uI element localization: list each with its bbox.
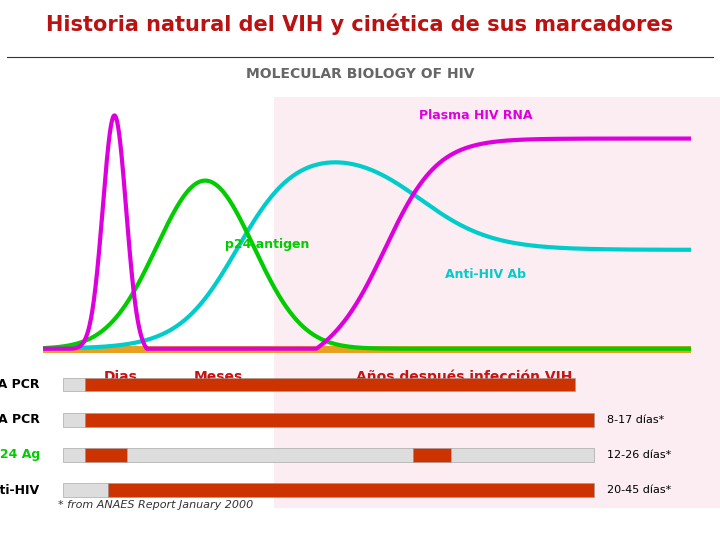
Bar xyxy=(63,378,85,392)
Text: Dias: Dias xyxy=(104,370,138,384)
Text: p24 antigen: p24 antigen xyxy=(225,238,309,252)
Text: DNA PCR: DNA PCR xyxy=(0,378,40,392)
Text: 12-26 días*: 12-26 días* xyxy=(607,450,671,460)
Bar xyxy=(127,448,413,462)
Bar xyxy=(108,483,594,497)
Text: Historia natural del VIH y cinética de sus marcadores: Historia natural del VIH y cinética de s… xyxy=(46,14,674,35)
Bar xyxy=(85,448,127,462)
Text: MOLECULAR BIOLOGY OF HIV: MOLECULAR BIOLOGY OF HIV xyxy=(246,68,474,82)
Text: 20-45 días*: 20-45 días* xyxy=(607,485,671,495)
FancyBboxPatch shape xyxy=(274,97,720,508)
Bar xyxy=(63,448,85,462)
Text: * from ANAES Report January 2000: * from ANAES Report January 2000 xyxy=(58,500,253,510)
Text: p24 Ag: p24 Ag xyxy=(0,448,40,462)
Bar xyxy=(85,413,594,427)
Text: Anti-HIV Ab: Anti-HIV Ab xyxy=(445,268,526,281)
Text: 8-17 días*: 8-17 días* xyxy=(607,415,665,425)
Bar xyxy=(63,483,108,497)
Text: Anti-HIV: Anti-HIV xyxy=(0,483,40,497)
Bar xyxy=(451,448,594,462)
Text: Años después infección VIH: Años después infección VIH xyxy=(356,370,572,384)
Bar xyxy=(85,378,575,392)
Bar xyxy=(413,448,451,462)
Text: RNA PCR: RNA PCR xyxy=(0,413,40,427)
Bar xyxy=(63,413,85,427)
Text: Plasma HIV RNA: Plasma HIV RNA xyxy=(419,109,533,122)
Text: Meses: Meses xyxy=(194,370,243,384)
